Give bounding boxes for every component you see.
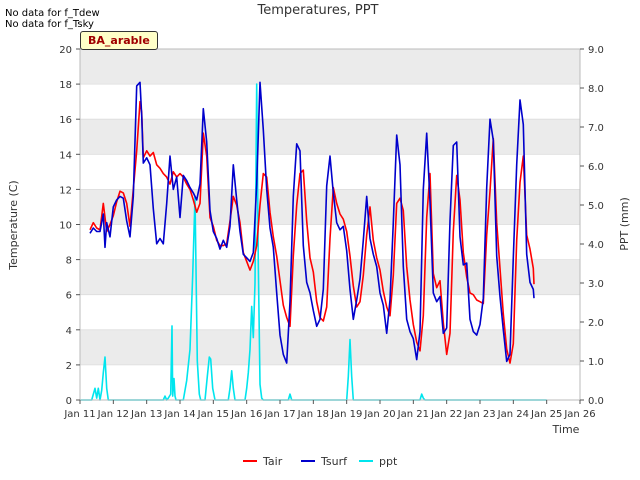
- y-left-tick-label: 16: [59, 115, 72, 126]
- background-band: [80, 259, 580, 295]
- y-right-tick-label: 5.0: [588, 201, 604, 212]
- x-tick-label: Jan 13: [130, 409, 162, 420]
- y-left-tick-label: 0: [66, 396, 72, 407]
- x-tick-label: Jan 15: [197, 409, 229, 420]
- legend-label-tair: Tair: [262, 455, 283, 468]
- legend: Tair Tsurf ppt: [243, 455, 398, 468]
- y-axis-left-label: Temperature (C): [7, 180, 20, 270]
- y-right-tick-label: 3.0: [588, 279, 604, 290]
- y-left-tick-label: 6: [66, 291, 72, 302]
- no-data-message-tsky: No data for f_Tsky: [5, 19, 94, 30]
- background-band: [80, 49, 580, 85]
- y-right-tick-label: 8.0: [588, 84, 604, 95]
- y-axis-right-label: PPT (mm): [618, 197, 631, 251]
- y-left-tick-label: 8: [66, 256, 72, 267]
- background-band: [80, 119, 580, 155]
- legend-label-tsurf: Tsurf: [320, 455, 348, 468]
- x-axis: Jan 11 Jan 12 Jan 13 Jan 14 Jan 15 Jan 16 Jan …: [63, 400, 596, 420]
- x-tick-label: Jan 14: [163, 409, 195, 420]
- x-axis-label: Time: [552, 423, 580, 436]
- y-right-tick-label: 6.0: [588, 162, 604, 173]
- chart-title: Temperatures, PPT: [256, 3, 378, 18]
- x-tick-label: Jan 23: [463, 409, 495, 420]
- x-tick-label: Jan 21: [397, 409, 429, 420]
- x-tick-label: Jan 16: [230, 409, 262, 420]
- x-tick-label: Jan 26: [563, 409, 595, 420]
- y-axis-right: 0.0 1.0 2.0 3.0 4.0 5.0 6.0 7.0 8.0 9.0: [580, 45, 604, 407]
- y-right-tick-label: 4.0: [588, 240, 604, 251]
- y-right-tick-label: 0.0: [588, 396, 604, 407]
- y-left-tick-label: 18: [59, 80, 72, 91]
- y-right-tick-label: 1.0: [588, 357, 604, 368]
- x-tick-label: Jan 19: [330, 409, 362, 420]
- background-bands: [80, 49, 580, 365]
- x-tick-label: Jan 12: [97, 409, 129, 420]
- x-tick-label: Jan 18: [297, 409, 329, 420]
- x-tick-label: Jan 20: [363, 409, 395, 420]
- x-tick-label: Jan 25: [530, 409, 562, 420]
- no-data-message-tdew: No data for f_Tdew: [5, 8, 100, 19]
- y-left-tick-label: 20: [59, 45, 72, 56]
- y-left-tick-label: 2: [66, 361, 72, 372]
- legend-label-ppt: ppt: [379, 455, 398, 468]
- y-left-tick-label: 4: [66, 326, 72, 337]
- x-tick-label: Jan 24: [497, 409, 529, 420]
- y-left-tick-label: 14: [59, 150, 72, 161]
- series-line-tair: [89, 100, 535, 364]
- x-tick-label: Jan 17: [263, 409, 295, 420]
- y-axis-left: 0 2 4 6 8 10 12 14 16 18 20: [59, 45, 80, 407]
- y-right-tick-label: 2.0: [588, 318, 604, 329]
- y-right-tick-label: 7.0: [588, 123, 604, 134]
- y-left-tick-label: 10: [59, 221, 72, 232]
- x-tick-label: Jan 11: [63, 409, 95, 420]
- y-left-tick-label: 12: [59, 185, 72, 196]
- series-line-tsurf: [89, 81, 535, 364]
- x-tick-label: Jan 22: [430, 409, 462, 420]
- y-right-tick-label: 9.0: [588, 45, 604, 56]
- background-band: [80, 329, 580, 365]
- site-badge: BA_arable: [80, 31, 158, 50]
